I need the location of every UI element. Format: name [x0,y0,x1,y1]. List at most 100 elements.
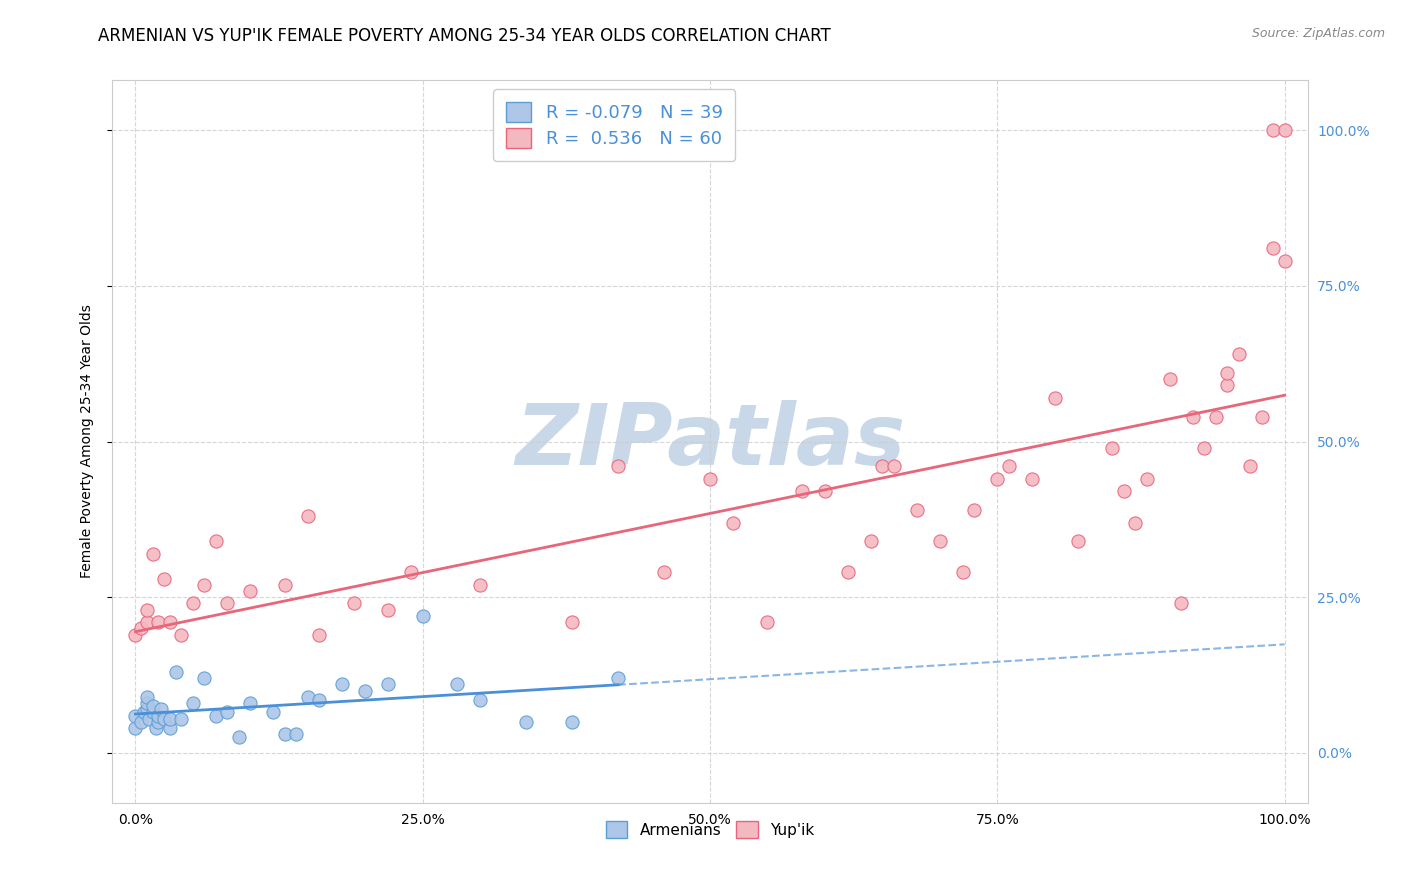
Point [859,534,882,549]
Point [124,627,146,641]
Point [607,459,630,474]
Point [1101,441,1123,455]
Point [963,503,986,517]
Point [986,472,1008,486]
Point [1181,409,1204,424]
Point [1170,597,1192,611]
Point [181,696,204,710]
Point [159,615,181,630]
Point [699,472,721,486]
Point [136,690,159,704]
Point [1043,391,1066,405]
Point [165,665,187,679]
Point [1192,441,1215,455]
Point [138,712,160,726]
Point [132,706,155,720]
Point [239,584,262,599]
Point [952,566,974,580]
Point [136,615,159,630]
Point [377,677,399,691]
Point [170,712,193,726]
Point [1021,472,1043,486]
Point [145,721,167,735]
Point [148,714,170,729]
Point [814,484,837,499]
Point [285,727,308,741]
Legend: Armenians, Yup'ik: Armenians, Yup'ik [598,814,823,846]
Point [354,683,377,698]
Point [401,566,423,580]
Point [561,714,583,729]
Point [181,597,204,611]
Point [1159,372,1181,386]
Point [297,509,319,524]
Point [136,702,159,716]
Point [1274,253,1296,268]
Point [998,459,1021,474]
Point [1239,459,1261,474]
Point [274,727,297,741]
Point [153,572,176,586]
Point [1216,366,1239,380]
Point [883,459,905,474]
Point [136,696,159,710]
Point [149,702,172,716]
Point [124,721,146,735]
Point [1216,378,1239,392]
Point [129,714,152,729]
Point [790,484,813,499]
Point [148,615,170,630]
Point [205,534,228,549]
Point [297,690,319,704]
Point [1067,534,1090,549]
Point [308,693,330,707]
Point [262,706,284,720]
Point [412,609,434,624]
Point [1250,409,1272,424]
Point [142,547,165,561]
Point [239,696,262,710]
Point [905,503,928,517]
Point [837,566,859,580]
Point [470,578,492,592]
Point [1261,123,1284,137]
Point [142,706,165,720]
Point [193,578,215,592]
Point [561,615,583,630]
Point [148,708,170,723]
Point [228,731,250,745]
Point [721,516,744,530]
Point [652,566,675,580]
Point [217,597,239,611]
Point [446,677,468,691]
Point [515,714,537,729]
Point [153,712,176,726]
Point [124,708,146,723]
Text: ARMENIAN VS YUP'IK FEMALE POVERTY AMONG 25-34 YEAR OLDS CORRELATION CHART: ARMENIAN VS YUP'IK FEMALE POVERTY AMONG … [98,27,831,45]
Point [1112,484,1135,499]
Point [274,578,297,592]
Point [1274,123,1296,137]
Point [1123,516,1146,530]
Point [607,671,630,685]
Text: ZIPatlas: ZIPatlas [515,400,905,483]
Point [136,603,159,617]
Y-axis label: Female Poverty Among 25-34 Year Olds: Female Poverty Among 25-34 Year Olds [80,304,94,579]
Point [928,534,950,549]
Point [308,627,330,641]
Point [159,721,181,735]
Point [1136,472,1159,486]
Point [205,708,228,723]
Point [470,693,492,707]
Point [330,677,353,691]
Point [193,671,215,685]
Point [170,627,193,641]
Point [142,699,165,714]
Point [129,621,152,635]
Point [377,603,399,617]
Text: Source: ZipAtlas.com: Source: ZipAtlas.com [1251,27,1385,40]
Point [872,459,894,474]
Point [1261,242,1284,256]
Point [1227,347,1250,361]
Point [217,706,239,720]
